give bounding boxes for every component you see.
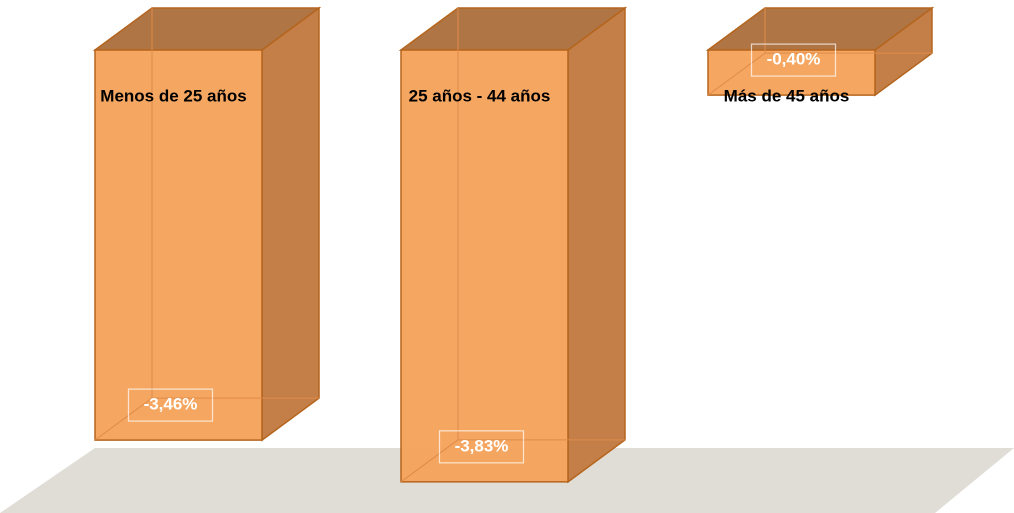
x-tick-label: Más de 45 años [724,86,850,105]
bar-back-edge [94,397,153,441]
bar-side [261,6,320,442]
bar [707,49,876,96]
x-tick-label: Menos de 25 años [100,86,246,105]
data-label: -0,40% [767,50,821,69]
bar-back-edge [400,439,459,483]
data-label: -3,46% [144,395,198,414]
data-label-box [438,430,525,464]
data-label-box [750,43,837,77]
bar-side [567,6,626,484]
data-label: -3,83% [455,436,509,455]
x-tick-label: 25 años - 44 años [409,86,551,105]
bar [400,49,569,483]
bar-back-edge [707,52,766,96]
bar [94,49,263,441]
data-label-box [127,388,214,422]
